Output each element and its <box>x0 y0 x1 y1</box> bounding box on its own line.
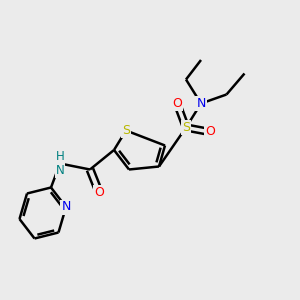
Text: N: N <box>196 97 206 110</box>
Text: N: N <box>61 200 71 214</box>
Text: O: O <box>94 185 104 199</box>
Text: H
N: H N <box>56 149 64 178</box>
Text: O: O <box>172 97 182 110</box>
Text: S: S <box>122 124 130 137</box>
Text: O: O <box>205 125 215 139</box>
Text: S: S <box>182 121 190 134</box>
